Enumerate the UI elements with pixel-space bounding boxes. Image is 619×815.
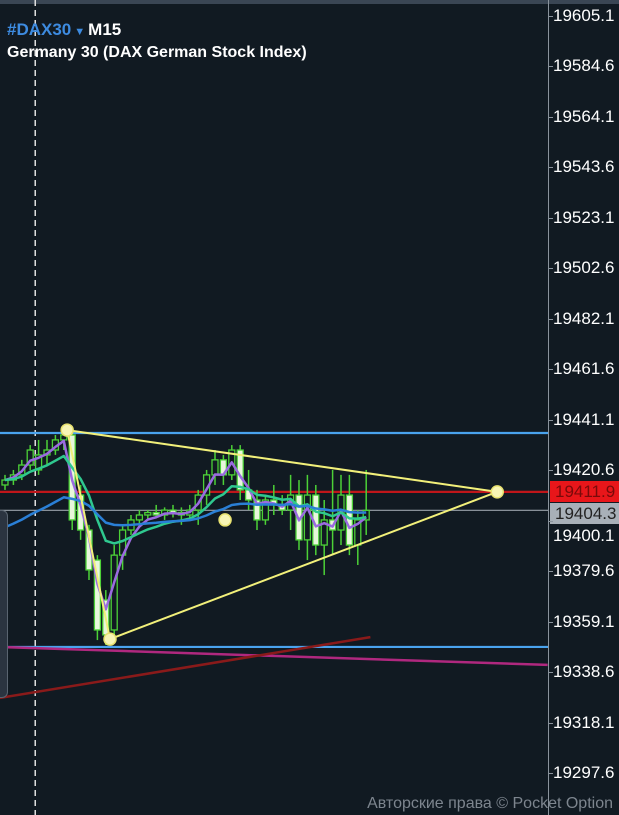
candle-bearish (345, 494, 354, 546)
price-tick-label: 19318.1 (553, 713, 615, 732)
copyright-text: Авторские права © Pocket Option (367, 795, 613, 812)
trendline-anchor-point (103, 632, 117, 646)
level-price-label: 19411.9 (550, 481, 619, 502)
price-tick-label: 19379.6 (553, 561, 615, 580)
candle-bearish (253, 499, 261, 521)
price-tick-label: 19502.6 (553, 258, 615, 277)
moving-average-3 (4, 439, 367, 611)
price-tick-mark (549, 773, 553, 774)
caret-down-icon[interactable]: ▼ (74, 26, 86, 38)
price-tick-label: 19461.6 (553, 359, 615, 378)
price-tick-mark (549, 621, 553, 623)
price-tick-label: 19297.6 (553, 763, 615, 782)
candle-bullish (362, 509, 370, 521)
price-tick-label: 19605.1 (553, 6, 615, 25)
triangle-trendline-1 (109, 490, 498, 641)
price-tick-label: 19338.6 (553, 662, 615, 681)
candle-bullish (211, 459, 219, 476)
price-tick-mark (549, 318, 553, 320)
price-tick-mark (549, 520, 553, 522)
price-tick-mark (549, 268, 553, 270)
price-tick-mark (549, 369, 553, 371)
price-tick-label: 19523.1 (553, 208, 615, 227)
moving-average-28 (4, 496, 367, 529)
price-tick-mark (549, 571, 553, 573)
price-tick-label: 19400.1 (553, 526, 615, 545)
price-tick-label: 19564.1 (553, 107, 615, 126)
indicator-line-1 (0, 635, 371, 700)
price-tick-mark (549, 419, 553, 421)
side-panel-handle[interactable] (0, 510, 8, 698)
price-tick-mark (549, 722, 553, 724)
top-bar (0, 0, 619, 4)
current-price-label: 19404.3 (550, 503, 619, 524)
price-tick-label: 19359.1 (553, 612, 615, 631)
price-tick-label: 19482.1 (553, 309, 615, 328)
price-tick-mark (549, 66, 553, 68)
price-tick-mark (549, 167, 553, 169)
price-tick-mark (549, 16, 553, 17)
trendline-anchor-point (218, 513, 232, 527)
price-tick-mark (549, 470, 553, 472)
price-tick-label: 19420.6 (553, 460, 615, 479)
price-axis[interactable]: 19411.9 19404.3 19605.1 19584.6 19564.1 19543… (548, 0, 619, 815)
price-tick-mark (549, 217, 553, 219)
candle-bearish (152, 511, 160, 516)
instrument-description: Germany 30 (DAX German Stock Index) (7, 44, 307, 61)
price-tick-label: 19584.6 (553, 56, 615, 75)
candle-bullish (144, 511, 152, 516)
trendline-anchor-point (490, 485, 504, 499)
chart-header: #DAX30 ▼ M15 Germany 30 (DAX German Stock … (7, 20, 307, 62)
price-tick-mark (549, 672, 553, 674)
indicator-line-0 (0, 645, 548, 667)
timeframe-selector[interactable]: M15 (88, 20, 122, 39)
triangle-trendline-2 (66, 429, 111, 640)
price-tick-label: 19543.6 (553, 157, 615, 176)
candle-bullish (26, 449, 34, 466)
trendline-anchor-point (60, 423, 74, 437)
candle-bullish (303, 494, 312, 541)
price-tick-mark (549, 116, 553, 118)
price-chart[interactable] (0, 0, 548, 815)
candle-bullish (261, 499, 270, 521)
symbol-selector[interactable]: #DAX30 (7, 20, 72, 39)
price-tick-label: 19441.1 (553, 410, 615, 429)
candle-bullish (320, 519, 328, 546)
candle-bullish (135, 514, 144, 521)
triangle-trendline-0 (67, 429, 498, 493)
